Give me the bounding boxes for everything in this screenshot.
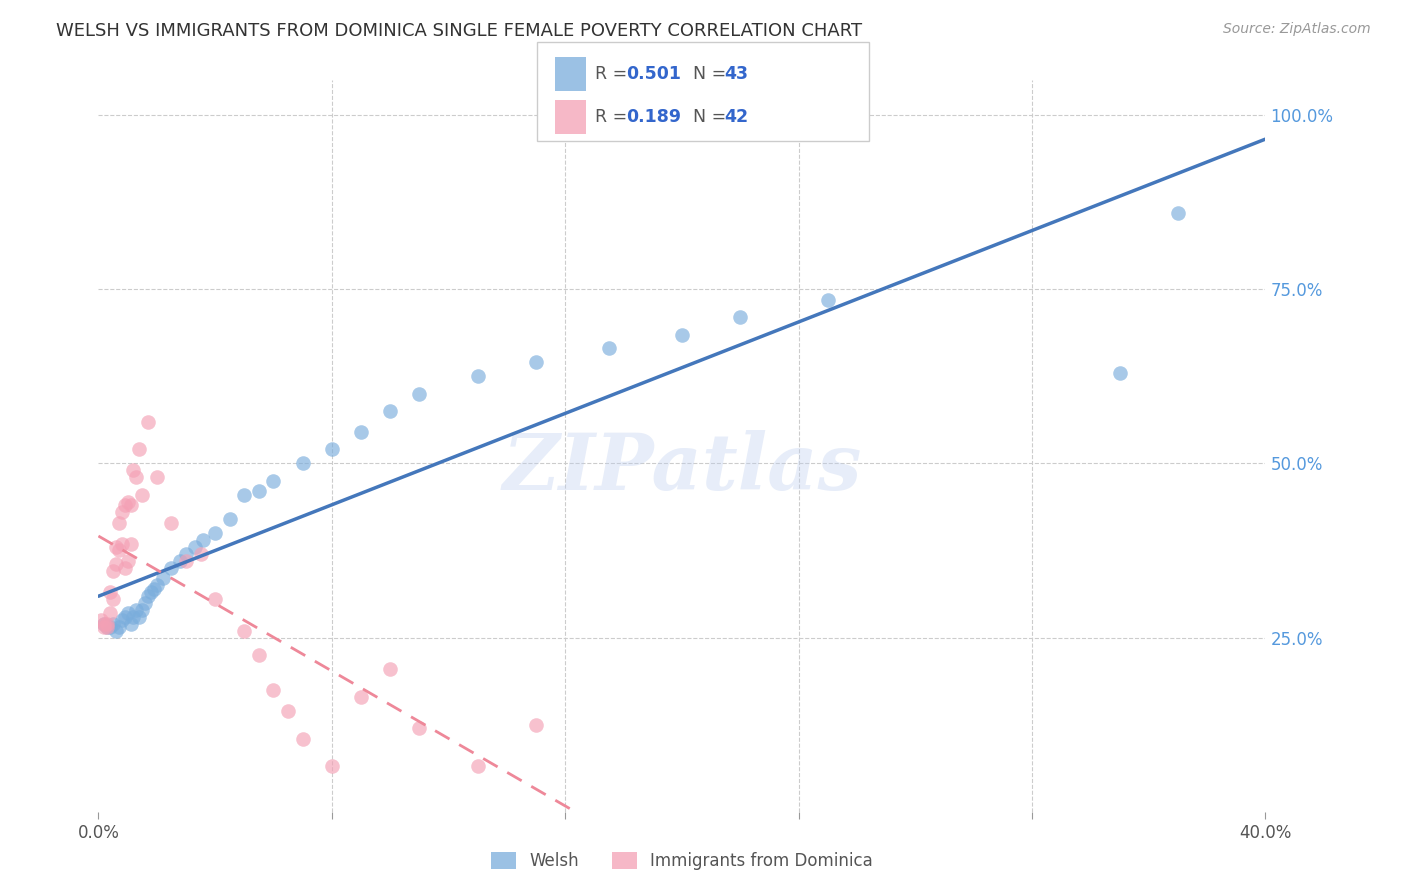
Point (98, 606, 121, 620)
Point (120, 498, 142, 512)
Point (728, 310, 751, 325)
Point (93, 620, 115, 634)
Point (96, 620, 118, 634)
Point (291, 731, 314, 746)
Point (136, 589, 159, 603)
Point (93, 616, 115, 631)
Point (111, 613, 134, 627)
Point (190, 547, 212, 561)
Text: WELSH VS IMMIGRANTS FROM DOMINICA SINGLE FEMALE POVERTY CORRELATION CHART: WELSH VS IMMIGRANTS FROM DOMINICA SINGLE… (56, 22, 862, 40)
Point (111, 505, 134, 519)
Point (101, 565, 124, 579)
Legend: Welsh, Immigrants from Dominica: Welsh, Immigrants from Dominica (484, 845, 880, 877)
Point (111, 536, 134, 550)
Text: 0.189: 0.189 (626, 108, 681, 126)
Point (93, 616, 115, 631)
Point (136, 415, 159, 429)
Point (131, 603, 153, 617)
Point (671, 327, 693, 342)
Point (378, 662, 402, 676)
Point (262, 474, 284, 488)
Point (96, 616, 118, 631)
Point (108, 620, 131, 634)
Point (817, 293, 839, 307)
Point (321, 759, 343, 773)
Point (146, 470, 169, 484)
Point (378, 404, 402, 418)
Point (152, 571, 174, 585)
Point (321, 442, 343, 457)
Point (108, 516, 131, 530)
Point (120, 536, 142, 550)
Point (174, 554, 197, 568)
Point (204, 592, 226, 607)
Point (98, 585, 121, 599)
Point (174, 547, 197, 561)
Point (125, 470, 148, 484)
Point (96, 620, 118, 634)
Point (247, 484, 270, 499)
Point (1167, 205, 1189, 219)
Point (128, 442, 150, 457)
Point (160, 561, 183, 575)
Text: 0.501: 0.501 (626, 65, 681, 83)
Point (122, 463, 145, 477)
Point (408, 721, 430, 735)
Point (108, 543, 131, 558)
Point (169, 554, 191, 568)
Point (117, 554, 139, 568)
Point (90, 613, 112, 627)
Point (247, 648, 270, 662)
Point (142, 582, 165, 596)
Point (233, 624, 256, 638)
Point (524, 717, 547, 731)
Text: Source: ZipAtlas.com: Source: ZipAtlas.com (1223, 22, 1371, 37)
Point (122, 609, 145, 624)
Text: ZIPatlas: ZIPatlas (502, 430, 862, 506)
Point (160, 516, 183, 530)
Point (134, 596, 156, 610)
Point (101, 616, 124, 631)
Point (598, 342, 620, 356)
Point (218, 512, 240, 526)
Point (183, 540, 205, 554)
Text: N =: N = (693, 65, 733, 83)
Point (350, 425, 373, 439)
Point (125, 603, 148, 617)
Point (104, 558, 127, 572)
Point (291, 457, 314, 471)
Point (117, 494, 139, 508)
Point (114, 609, 136, 624)
Point (233, 488, 256, 502)
Point (131, 488, 153, 502)
Point (277, 704, 299, 718)
Point (117, 606, 139, 620)
Point (204, 526, 226, 541)
Text: 43: 43 (724, 65, 748, 83)
Text: 42: 42 (724, 108, 748, 126)
Text: N =: N = (693, 108, 733, 126)
Point (128, 609, 150, 624)
Point (524, 355, 547, 369)
Point (120, 616, 142, 631)
Point (467, 759, 489, 773)
Text: R =: R = (595, 108, 633, 126)
Point (114, 498, 136, 512)
Point (262, 682, 284, 697)
Point (193, 533, 215, 547)
Point (350, 690, 373, 704)
Point (408, 386, 430, 401)
Text: R =: R = (595, 65, 633, 83)
Point (114, 561, 136, 575)
Point (101, 592, 124, 607)
Point (98, 620, 121, 634)
Point (104, 540, 127, 554)
Point (104, 624, 127, 638)
Point (139, 585, 162, 599)
Point (467, 369, 489, 384)
Point (146, 578, 169, 592)
Point (1108, 366, 1130, 380)
